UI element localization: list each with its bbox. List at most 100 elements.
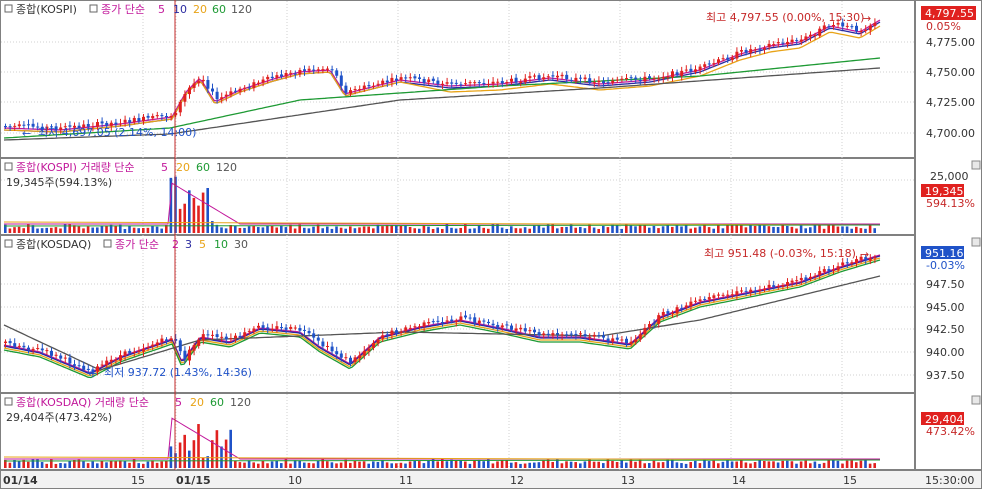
candle-body bbox=[648, 324, 651, 328]
candle-body bbox=[689, 301, 693, 307]
candle-body bbox=[404, 77, 408, 79]
candle-body bbox=[431, 321, 435, 323]
volume-bar bbox=[13, 227, 16, 233]
candle-body bbox=[726, 57, 730, 60]
candle-body bbox=[376, 339, 380, 344]
volume-bar bbox=[197, 424, 200, 468]
volume-bar bbox=[8, 228, 12, 233]
candle-body bbox=[275, 326, 279, 330]
panel-close-icon[interactable] bbox=[971, 160, 981, 170]
candle-body bbox=[151, 344, 155, 347]
volume-bar bbox=[491, 224, 495, 233]
kospi-pct-tag: 0.05% bbox=[926, 20, 961, 33]
panel-close-icon[interactable] bbox=[971, 395, 981, 405]
candle-body bbox=[661, 76, 665, 79]
candle-body bbox=[50, 126, 53, 128]
kosdaq-volume-panel[interactable] bbox=[0, 393, 915, 470]
candle-body bbox=[381, 335, 385, 339]
candle-body bbox=[123, 119, 127, 123]
volume-bar bbox=[510, 226, 513, 233]
candle-body bbox=[804, 36, 808, 40]
volume-bar bbox=[349, 226, 352, 233]
candle-body bbox=[372, 342, 375, 348]
candle-body bbox=[307, 330, 311, 334]
volume-bar bbox=[395, 225, 398, 233]
candle-body bbox=[385, 80, 389, 83]
candle-body bbox=[436, 320, 440, 322]
volume-bar bbox=[257, 463, 260, 468]
volume-bar bbox=[247, 226, 251, 233]
volume-bar bbox=[454, 228, 458, 233]
candle-body bbox=[270, 328, 274, 330]
candle-body bbox=[799, 277, 803, 281]
candle-body bbox=[597, 335, 601, 337]
volume-bar bbox=[160, 228, 163, 233]
volume-bar bbox=[183, 203, 186, 233]
kospi-ma60-line bbox=[3, 57, 881, 139]
candle-body bbox=[247, 330, 251, 332]
legend-swatch-icon bbox=[4, 239, 13, 248]
kosdaq-ma-10: 10 bbox=[214, 238, 228, 251]
candle-body bbox=[602, 81, 605, 84]
kospi-volume-title: 종합(KOSPI) 거래량 단순 bbox=[16, 161, 135, 174]
x-label-hour: 13 bbox=[621, 474, 635, 487]
candle-body bbox=[40, 348, 44, 351]
panel-close-icon[interactable] bbox=[971, 237, 981, 247]
volume-bar bbox=[450, 227, 453, 233]
volume-bar bbox=[569, 224, 573, 233]
volume-bar bbox=[496, 461, 499, 468]
candle-body bbox=[468, 317, 472, 319]
volume-bar bbox=[358, 461, 361, 468]
candle-body bbox=[832, 269, 835, 271]
candle-body bbox=[813, 34, 817, 36]
candle-body bbox=[183, 94, 187, 102]
candle-body bbox=[657, 315, 661, 324]
volume-bar bbox=[284, 459, 288, 468]
kospi-high-annotation: 최고 4,797.55 (0.00%, 15:30) bbox=[706, 11, 864, 24]
volume-bar bbox=[45, 463, 48, 468]
kospi-volume-panel[interactable] bbox=[0, 158, 915, 235]
volume-bar bbox=[68, 460, 71, 468]
volume-bar bbox=[243, 227, 246, 233]
volume-bar bbox=[312, 226, 315, 233]
volume-bar bbox=[698, 226, 702, 233]
volume-ma20-line bbox=[3, 456, 881, 461]
volume-bar bbox=[316, 224, 320, 233]
candle-body bbox=[514, 77, 518, 83]
candle-body bbox=[505, 82, 509, 84]
kospi-price-panel[interactable] bbox=[0, 0, 915, 158]
kospi-ma-60: 60 bbox=[212, 3, 226, 16]
candle-body bbox=[680, 70, 684, 76]
x-label-date: 01/14 bbox=[3, 474, 38, 487]
candle-body bbox=[261, 79, 265, 83]
candle-body bbox=[413, 326, 417, 328]
volume-bar bbox=[132, 459, 136, 468]
volume-bar bbox=[123, 460, 127, 468]
volume-bar bbox=[390, 225, 393, 233]
chart-marks bbox=[3, 18, 881, 468]
candle-body bbox=[307, 68, 311, 71]
volume-bar bbox=[519, 463, 522, 468]
candle-body bbox=[643, 327, 647, 335]
candle-body bbox=[620, 339, 624, 341]
volume-bar bbox=[491, 463, 495, 468]
candle-body bbox=[160, 338, 164, 343]
volume-bar bbox=[266, 463, 269, 468]
candle-body bbox=[528, 76, 532, 78]
volume-bar bbox=[763, 225, 766, 233]
volume-bar bbox=[188, 190, 191, 233]
kosdaq-price-panel[interactable] bbox=[0, 235, 915, 393]
candle-body bbox=[427, 322, 431, 324]
kospi-title: 종합(KOSPI) bbox=[16, 3, 77, 16]
volume-bar bbox=[109, 224, 113, 233]
volume-bar bbox=[832, 224, 835, 233]
candle-body bbox=[565, 74, 569, 80]
candle-body bbox=[712, 295, 716, 298]
candle-body bbox=[822, 25, 826, 30]
candle-body bbox=[399, 331, 403, 333]
volume-bar bbox=[206, 456, 209, 468]
volume-bar bbox=[615, 461, 619, 468]
candle-body bbox=[284, 327, 288, 330]
candle-body bbox=[588, 78, 592, 84]
